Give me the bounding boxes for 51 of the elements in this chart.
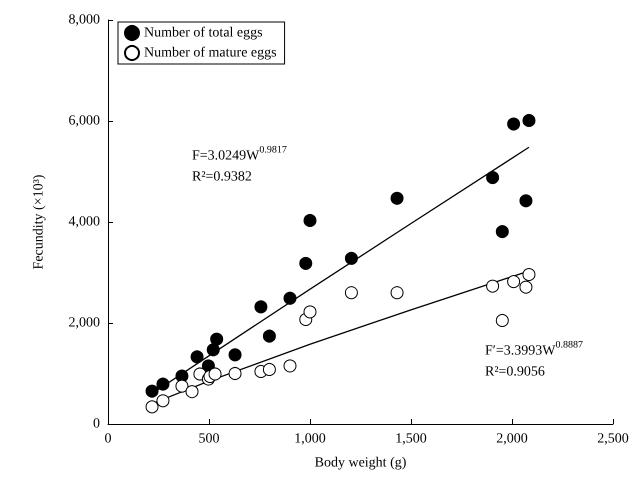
- point: [507, 275, 520, 288]
- point: [206, 343, 220, 356]
- point: [496, 314, 509, 327]
- point: [344, 252, 358, 265]
- point: [390, 286, 404, 300]
- y-tick-label: 2,000: [68, 316, 100, 330]
- point: [190, 350, 204, 364]
- x-axis-title: Body weight (g): [314, 456, 407, 470]
- point: [156, 394, 170, 408]
- legend-label: Number of total eggs: [144, 26, 263, 40]
- point: [522, 268, 536, 282]
- point: [146, 400, 159, 414]
- point: [390, 192, 404, 205]
- point: [486, 280, 500, 293]
- point: [284, 292, 296, 305]
- point: [486, 171, 500, 184]
- point: [519, 194, 532, 208]
- point: [262, 330, 276, 343]
- point: [304, 214, 316, 227]
- legend-label: Number of mature eggs: [144, 46, 277, 60]
- point: [299, 256, 312, 270]
- x-tick-label: 500: [198, 432, 220, 446]
- point: [228, 348, 242, 362]
- annotation: R²=0.9382: [192, 170, 252, 184]
- point: [210, 332, 224, 346]
- annotation: R²=0.9056: [485, 364, 545, 380]
- y-axis-title: Fecundity (×10³): [32, 174, 46, 270]
- point: [519, 280, 532, 294]
- x-tick-label: 0: [104, 432, 112, 446]
- point: [522, 114, 536, 127]
- point: [496, 225, 509, 238]
- point: [304, 305, 316, 318]
- x-tick-label: 2,500: [597, 432, 629, 446]
- point: [186, 385, 199, 398]
- x-tick-label: 2,000: [496, 432, 528, 446]
- x-tick-label: 1,000: [294, 432, 326, 446]
- point: [284, 359, 296, 372]
- point: [254, 300, 268, 314]
- point: [175, 380, 188, 393]
- point: [146, 384, 159, 398]
- x-tick-label: 1,500: [395, 432, 427, 446]
- point: [156, 378, 170, 391]
- y-tick-label: 4,000: [68, 214, 100, 230]
- point: [344, 286, 358, 300]
- point: [507, 118, 520, 131]
- point: [208, 368, 222, 380]
- point: [228, 367, 242, 380]
- y-tick-label: 8,000: [68, 12, 100, 28]
- y-tick-label: 6,000: [68, 114, 100, 128]
- point: [262, 362, 276, 376]
- y-tick-label: 0: [93, 416, 100, 432]
